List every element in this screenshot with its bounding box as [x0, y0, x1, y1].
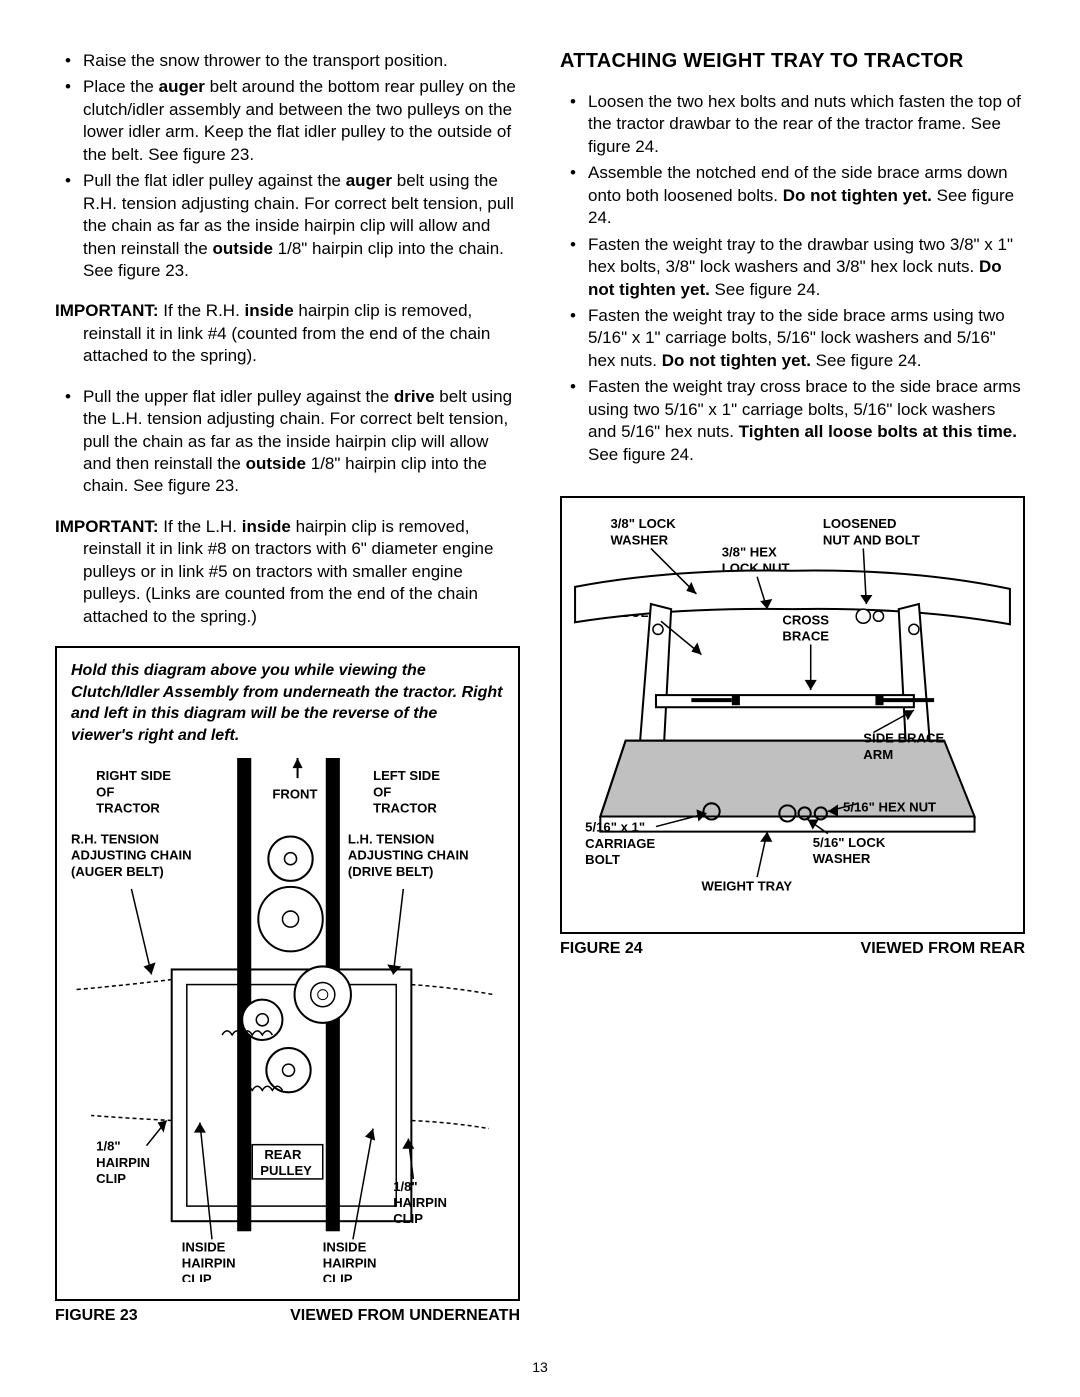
list-item: Raise the snow thrower to the transport … [55, 50, 520, 72]
two-column-layout: Raise the snow thrower to the transport … [55, 50, 1025, 1325]
svg-text:RIGHT SIDE: RIGHT SIDE [96, 769, 171, 784]
svg-text:ADJUSTING CHAIN: ADJUSTING CHAIN [348, 848, 469, 863]
list-item: Loosen the two hex bolts and nuts which … [560, 91, 1025, 158]
bullet-list: Raise the snow thrower to the transport … [55, 50, 520, 282]
svg-text:ADJUSTING CHAIN: ADJUSTING CHAIN [71, 848, 192, 863]
list-item: Assemble the notched end of the side bra… [560, 162, 1025, 229]
svg-text:5/16" HEX NUT: 5/16" HEX NUT [843, 799, 936, 814]
list-item: Pull the flat idler pulley against the a… [55, 170, 520, 282]
svg-text:(DRIVE BELT): (DRIVE BELT) [348, 864, 433, 879]
svg-text:SIDE BRACE: SIDE BRACE [863, 731, 944, 746]
figure-23-caption-left: FIGURE 23 [55, 1307, 138, 1325]
svg-text:CARRIAGE: CARRIAGE [585, 836, 655, 851]
figure-23-box: Hold this diagram above you while viewin… [55, 646, 520, 1301]
svg-text:HAIRPIN: HAIRPIN [96, 1155, 150, 1170]
svg-text:WEIGHT TRAY: WEIGHT TRAY [701, 878, 792, 893]
weight-tray-diagram-svg: 3/8" LOCK WASHER LOOSENED NUT AND BOLT 3… [570, 508, 1015, 913]
svg-text:1/8": 1/8" [96, 1139, 120, 1154]
svg-text:BRACE: BRACE [782, 628, 829, 643]
svg-text:PULLEY: PULLEY [260, 1163, 312, 1178]
important-note: IMPORTANT: If the R.H. inside hairpin cl… [55, 300, 520, 367]
right-column: ATTACHING WEIGHT TRAY TO TRACTOR Loosen … [560, 50, 1025, 1325]
figure-24-caption-right: VIEWED FROM REAR [861, 940, 1025, 958]
svg-text:FRONT: FRONT [272, 787, 317, 802]
figure-23-note: Hold this diagram above you while viewin… [71, 660, 504, 746]
list-item: Place the auger belt around the bottom r… [55, 76, 520, 166]
figure-24-caption: FIGURE 24 VIEWED FROM REAR [560, 940, 1025, 958]
svg-text:R.H. TENSION: R.H. TENSION [71, 832, 159, 847]
svg-text:HAIRPIN: HAIRPIN [182, 1256, 236, 1271]
svg-text:OF: OF [96, 785, 114, 800]
page: Raise the snow thrower to the transport … [0, 0, 1080, 1397]
svg-text:WASHER: WASHER [813, 851, 871, 866]
section-heading: ATTACHING WEIGHT TRAY TO TRACTOR [560, 50, 1025, 73]
svg-text:5/16" x 1": 5/16" x 1" [585, 820, 645, 835]
svg-text:TRACTOR: TRACTOR [96, 801, 160, 816]
svg-text:REAR: REAR [264, 1147, 302, 1162]
list-item: Fasten the weight tray to the side brace… [560, 305, 1025, 372]
svg-text:CLIP: CLIP [323, 1272, 353, 1282]
figure-23-caption: FIGURE 23 VIEWED FROM UNDERNEATH [55, 1307, 520, 1325]
svg-text:1/8": 1/8" [393, 1179, 417, 1194]
page-number: 13 [0, 1359, 1080, 1375]
figure-24-diagram: 3/8" LOCK WASHER LOOSENED NUT AND BOLT 3… [570, 508, 1015, 918]
svg-text:LEFT SIDE: LEFT SIDE [373, 769, 440, 784]
figure-23-diagram: RIGHT SIDE OF TRACTOR FRONT LEFT SIDE OF… [71, 758, 504, 1287]
svg-text:HAIRPIN: HAIRPIN [393, 1196, 447, 1211]
svg-text:3/8" HEX: 3/8" HEX [722, 545, 777, 560]
bullet-list: Loosen the two hex bolts and nuts which … [560, 91, 1025, 466]
clutch-idler-diagram-svg: RIGHT SIDE OF TRACTOR FRONT LEFT SIDE OF… [71, 758, 504, 1282]
svg-text:CROSS: CROSS [782, 612, 829, 627]
important-note: IMPORTANT: If the L.H. inside hairpin cl… [55, 516, 520, 628]
svg-text:TRACTOR: TRACTOR [373, 801, 437, 816]
svg-text:L.H. TENSION: L.H. TENSION [348, 832, 434, 847]
bullet-list: Pull the upper flat idler pulley against… [55, 386, 520, 498]
svg-text:ARM: ARM [863, 747, 893, 762]
important-lead: IMPORTANT: [55, 301, 159, 320]
svg-text:INSIDE: INSIDE [182, 1240, 226, 1255]
svg-text:(AUGER BELT): (AUGER BELT) [71, 864, 164, 879]
svg-text:BOLT: BOLT [585, 852, 620, 867]
list-item: Fasten the weight tray cross brace to th… [560, 376, 1025, 466]
svg-text:NUT AND BOLT: NUT AND BOLT [823, 532, 920, 547]
list-item: Pull the upper flat idler pulley against… [55, 386, 520, 498]
important-lead: IMPORTANT: [55, 517, 159, 536]
svg-text:LOOSENED: LOOSENED [823, 516, 897, 531]
figure-24-caption-left: FIGURE 24 [560, 940, 643, 958]
svg-text:INSIDE: INSIDE [323, 1240, 367, 1255]
figure-23-caption-right: VIEWED FROM UNDERNEATH [290, 1307, 520, 1325]
list-item: Fasten the weight tray to the drawbar us… [560, 234, 1025, 301]
svg-text:OF: OF [373, 785, 391, 800]
svg-text:CLIP: CLIP [393, 1212, 423, 1227]
svg-text:CLIP: CLIP [182, 1272, 212, 1282]
svg-text:CLIP: CLIP [96, 1171, 126, 1186]
svg-text:5/16" LOCK: 5/16" LOCK [813, 835, 886, 850]
figure-24-box: 3/8" LOCK WASHER LOOSENED NUT AND BOLT 3… [560, 496, 1025, 934]
svg-text:WASHER: WASHER [610, 532, 668, 547]
left-column: Raise the snow thrower to the transport … [55, 50, 520, 1325]
svg-text:3/8" LOCK: 3/8" LOCK [610, 516, 676, 531]
svg-text:HAIRPIN: HAIRPIN [323, 1256, 377, 1271]
